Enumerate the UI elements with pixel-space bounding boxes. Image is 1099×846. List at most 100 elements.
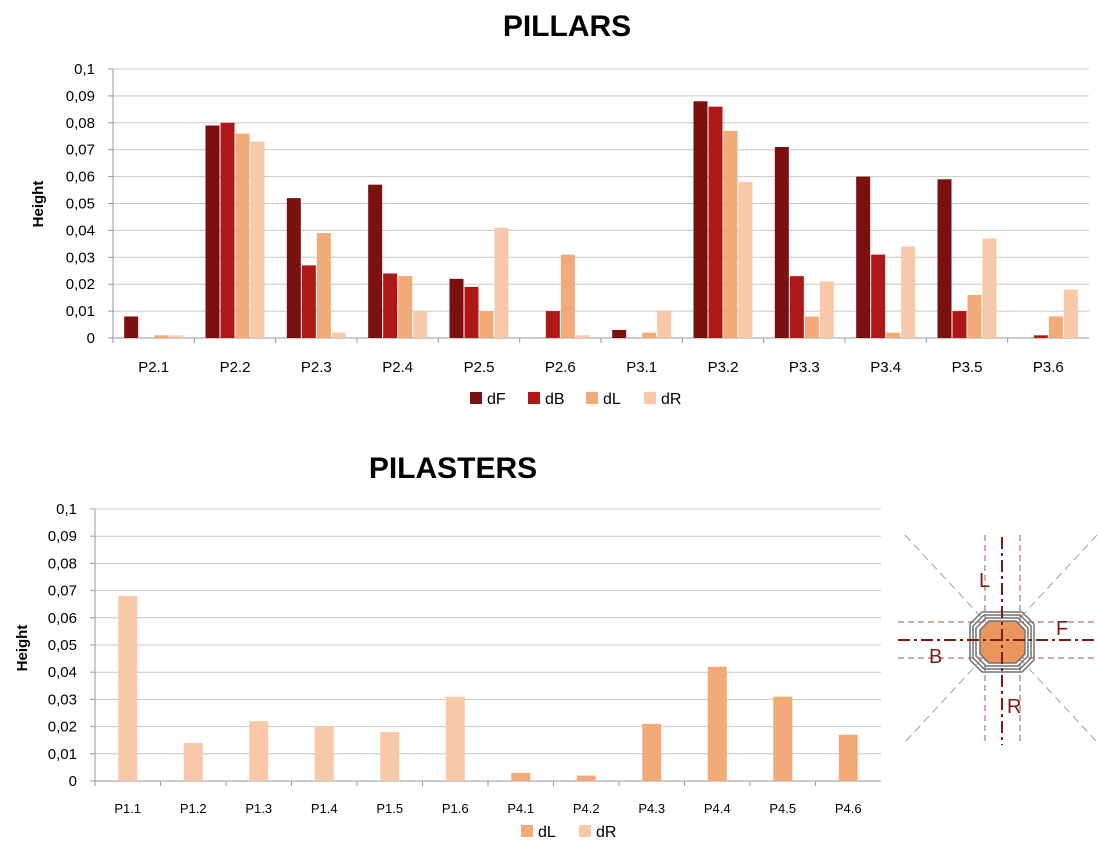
pilasters-chart: PILASTERS Height 0 0,01 0,02 0,03 0,04 0,05 0,… <box>14 452 881 841</box>
pillars-bar-dB-P3.5 <box>952 311 967 338</box>
pillars-bar-dR-P2.4 <box>413 311 428 338</box>
pillars-bar-dL-P2.6 <box>560 254 575 338</box>
pilasters-bar-dL-P4.4 <box>707 666 727 781</box>
pillars-bar-dF-P2.5 <box>449 278 464 338</box>
pilasters-bar-dR-P1.5 <box>380 732 400 781</box>
pilasters-gridlines <box>90 508 881 786</box>
pilasters-x-ticks: P1.1 P1.2 P1.3 P1.4 P1.5 P1.6 P4.1 P4.2 P4.3 P4.4… <box>114 801 861 816</box>
pilasters-x-tick-label: P4.4 <box>704 801 731 816</box>
pillars-legend: dF dB dL dR <box>470 391 681 408</box>
pilasters-y-ticks: 0 0,01 0,02 0,03 0,04 0,05 0,06 0,07 0,08 0,09 0,1 <box>48 501 77 790</box>
pillars-bar-dR-P2.6 <box>575 335 590 338</box>
pillars-bar-dB-P2.3 <box>301 265 316 338</box>
pilasters-bar-dR-P1.6 <box>445 696 465 781</box>
pillars-y-tick-label: 0,02 <box>66 276 95 293</box>
pillars-bar-dB-P2.4 <box>383 273 398 338</box>
pillars-bar-dB-P2.2 <box>220 122 235 338</box>
pilasters-title: PILASTERS <box>369 452 537 485</box>
pilasters-legend-label-dL: dL <box>538 824 556 841</box>
pilasters-x-tick-label: P1.6 <box>442 801 469 816</box>
pillars-bar-dF-P2.2 <box>205 125 220 339</box>
pillars-bar-dL-P2.4 <box>398 276 413 338</box>
pilasters-x-tick-label: P4.3 <box>638 801 665 816</box>
pilasters-x-tick-label: P4.2 <box>573 801 600 816</box>
pillars-legend-label-dB: dB <box>545 391 565 408</box>
pillars-x-tick-label: P2.6 <box>545 359 576 376</box>
pillars-bar-dF-P3.5 <box>937 179 952 338</box>
pilasters-bars <box>118 596 858 781</box>
pillars-bar-dR-P3.5 <box>982 238 997 338</box>
pilasters-bar-dL-P4.6 <box>838 734 858 781</box>
pillars-bar-dR-P3.4 <box>901 246 916 338</box>
pillars-chart: PILLARS Height 0 0,01 0,02 0,03 0,04 0,05 0,06… <box>30 10 1089 408</box>
diagonal-line <box>904 534 1098 743</box>
pilasters-y-tick-label: 0,08 <box>48 555 77 572</box>
pillar-orientation-diagram: L F B R <box>898 534 1098 745</box>
pillars-bar-dL-P3.1 <box>642 332 657 338</box>
pillars-y-tick-label: 0,09 <box>66 88 95 105</box>
pilasters-bar-dR-P1.3 <box>249 721 269 781</box>
pillars-bar-dR-P3.6 <box>1063 289 1078 338</box>
pillars-gridlines <box>108 68 1089 343</box>
pillars-x-tick-label: P2.4 <box>382 359 413 376</box>
pilasters-y-tick-label: 0,07 <box>48 583 77 600</box>
pillars-bar-dL-P2.2 <box>235 133 250 338</box>
pillars-x-tick-label: P3.4 <box>870 359 901 376</box>
pillars-bar-dL-P3.3 <box>804 316 819 338</box>
pillars-bar-dR-P2.5 <box>494 227 509 338</box>
label-B: B <box>929 646 942 668</box>
pillars-y-ticks: 0 0,01 0,02 0,03 0,04 0,05 0,06 0,07 0,08 0,09 0,1 <box>66 61 95 347</box>
pillars-x-tick-label: P3.5 <box>952 359 983 376</box>
pillars-bar-dR-P3.3 <box>819 281 834 338</box>
pillar-outline <box>975 617 1029 667</box>
pilasters-bar-dL-P4.5 <box>773 696 793 781</box>
pillar-section <box>979 620 1026 664</box>
pillars-bar-dL-P2.5 <box>479 311 494 338</box>
pilasters-y-tick-label: 0,01 <box>48 746 77 763</box>
pillars-x-tick-label: P3.2 <box>708 359 739 376</box>
pillars-bar-dL-P3.2 <box>723 130 738 338</box>
pillars-bar-dF-P2.1 <box>124 316 139 338</box>
pillars-bar-dB-P2.6 <box>545 311 560 338</box>
pilasters-x-tick-label: P4.5 <box>769 801 796 816</box>
pillars-bar-dB-P3.3 <box>789 276 804 338</box>
diagonal-line <box>904 534 1098 743</box>
pillars-bar-dR-P2.2 <box>250 141 265 338</box>
pillars-x-tick-label: P2.5 <box>464 359 495 376</box>
pillars-bar-dB-P3.2 <box>708 106 723 338</box>
pillars-bar-dR-P2.1 <box>169 335 184 338</box>
pilasters-y-tick-label: 0,05 <box>48 637 77 654</box>
pilasters-bar-dL-P4.3 <box>642 723 662 781</box>
pilasters-bar-dR-P1.1 <box>118 596 138 781</box>
pilasters-x-tick-label: P1.4 <box>311 801 338 816</box>
pillars-x-tick-label: P2.2 <box>220 359 251 376</box>
pilasters-y-tick-label: 0,03 <box>48 691 77 708</box>
pillars-legend-swatch-dL <box>586 392 598 404</box>
pilasters-y-tick-label: 0,06 <box>48 610 77 627</box>
pillars-y-tick-label: 0 <box>87 330 95 347</box>
pilasters-x-tick-label: P1.1 <box>114 801 141 816</box>
pillars-legend-swatch-dB <box>528 392 540 404</box>
pillars-bar-dR-P2.3 <box>331 332 346 338</box>
pillars-y-tick-label: 0,06 <box>66 169 95 186</box>
pillars-legend-swatch-dF <box>470 392 482 404</box>
pillar-outline <box>972 614 1032 670</box>
pilasters-x-tick-label: P1.5 <box>376 801 403 816</box>
pillars-bar-dL-P2.1 <box>154 335 169 338</box>
pillars-legend-label-dR: dR <box>661 391 681 408</box>
pillars-x-tick-label: P2.3 <box>301 359 332 376</box>
pilasters-y-tick-label: 0,09 <box>48 528 77 545</box>
label-F: F <box>1056 618 1068 640</box>
pillars-bar-dL-P3.5 <box>967 294 982 338</box>
pillars-y-tick-label: 0,04 <box>66 222 95 239</box>
pillars-y-tick-label: 0,03 <box>66 249 95 266</box>
pillars-x-tick-label: P3.6 <box>1033 359 1064 376</box>
pillars-bar-dB-P3.6 <box>1033 335 1048 338</box>
pillars-bar-dR-P3.1 <box>657 311 672 338</box>
pillars-y-tick-label: 0,1 <box>74 61 95 78</box>
pillars-bar-dF-P3.3 <box>774 147 789 338</box>
pilasters-y-tick-label: 0,1 <box>56 501 77 518</box>
pillars-bar-dL-P3.4 <box>886 332 901 338</box>
pillars-x-ticks: P2.1 P2.2 P2.3 P2.4 P2.5 P2.6 P3.1 P3.2 P3.3 P3.4… <box>138 359 1064 376</box>
